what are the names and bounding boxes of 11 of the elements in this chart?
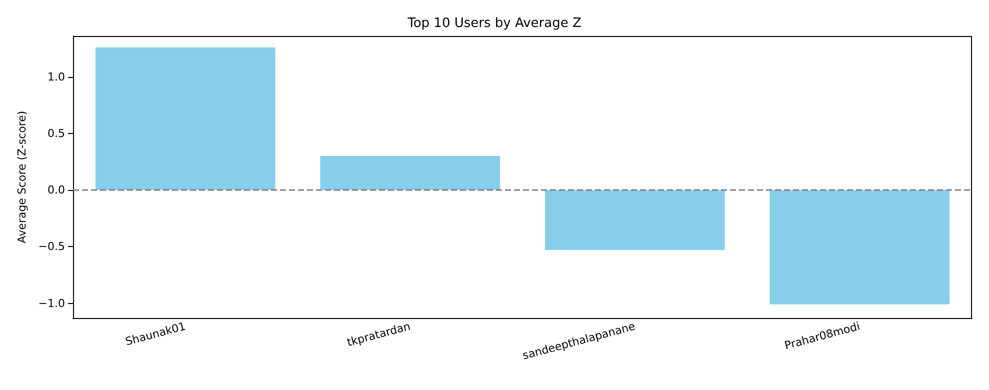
bar: [320, 156, 500, 190]
y-tick-label: −0.5: [38, 240, 65, 254]
bar: [770, 190, 950, 304]
y-tick-label: 0.0: [48, 184, 65, 197]
y-tick-label: −1.0: [38, 296, 65, 310]
y-tick-label: 0.5: [48, 126, 65, 140]
bar: [95, 47, 276, 190]
bar: [544, 190, 725, 250]
y-axis-title: Average Score (Z-score): [15, 110, 28, 244]
y-tick-label: 1.0: [48, 70, 65, 84]
chart-title: Top 10 Users by Average Z: [406, 16, 582, 31]
